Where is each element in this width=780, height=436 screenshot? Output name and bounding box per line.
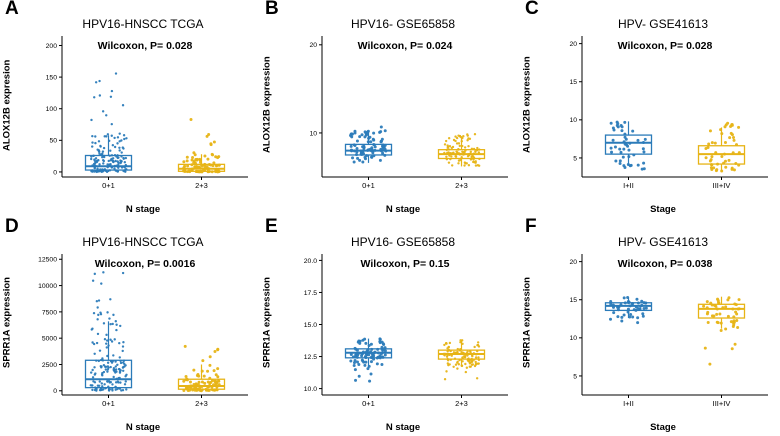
panel-letter-E: E (265, 216, 278, 237)
svg-text:17.5: 17.5 (304, 290, 317, 297)
boxplot-chart-A: 0 50 100 150 200 0+1 2+3 (46, 36, 248, 190)
panel-title: HPV16-HNSCC TCGA (82, 235, 204, 249)
svg-text:15.0: 15.0 (304, 322, 317, 329)
pvalue-annotation: Wilcoxon, P= 0.15 (360, 258, 450, 270)
svg-text:I+II: I+II (623, 399, 634, 408)
svg-text:0+1: 0+1 (102, 181, 115, 190)
svg-text:0: 0 (53, 388, 57, 395)
svg-text:10: 10 (569, 335, 577, 342)
svg-text:15: 15 (569, 297, 577, 304)
svg-text:2+3: 2+3 (195, 181, 208, 190)
svg-text:0: 0 (53, 169, 57, 176)
panel-C: C HPV- GSE41613 ALOX12B expression Wilco… (520, 0, 780, 218)
x-axis-label: N stage (385, 422, 421, 433)
panel-title: HPV16- GSE65858 (350, 17, 456, 31)
panel-letter-A: A (5, 0, 19, 19)
x-axis-label: Stage (650, 204, 676, 215)
panel-A: A HPV16-HNSCC TCGA ALOX12B expresion Wil… (0, 0, 260, 218)
svg-text:7500: 7500 (42, 309, 57, 316)
panel-letter-F: F (525, 216, 537, 237)
svg-text:12.5: 12.5 (304, 354, 317, 361)
boxplot-chart-D: 0 2500 5000 7500 10000 12500 0+1 2+3 (38, 254, 248, 408)
x-axis-label: Stage (650, 422, 676, 433)
svg-text:100: 100 (46, 106, 58, 113)
pvalue-annotation: Wilcoxon, P= 0.0016 (94, 258, 196, 270)
svg-text:2500: 2500 (42, 362, 57, 369)
svg-text:200: 200 (46, 43, 58, 50)
svg-text:2+3: 2+3 (455, 399, 468, 408)
y-axis-label: ALOX12B expresion (1, 59, 13, 151)
panel-E: E HPV16- GSE65858 SPRR1A expression Wilc… (260, 216, 520, 436)
panel-B: B HPV16- GSE65858 ALOX12B expression Wil… (260, 0, 520, 218)
svg-text:2+3: 2+3 (195, 399, 208, 408)
panel-D: D HPV16-HNSCC TCGA SPRR1A expression Wil… (0, 216, 260, 436)
svg-text:20: 20 (309, 42, 317, 49)
svg-text:10.0: 10.0 (304, 386, 317, 393)
svg-text:15: 15 (569, 79, 577, 86)
pvalue-annotation: Wilcoxon, P= 0.028 (617, 40, 713, 52)
boxplot-chart-C: 5 10 15 20 I+II III+IV (569, 36, 768, 190)
panel-F: F HPV- GSE41613 SPRR1A expression Wilcox… (520, 216, 780, 436)
panel-title: HPV16-HNSCC TCGA (82, 17, 204, 31)
boxplot-chart-B: 10 20 0+1 2+3 (309, 36, 508, 190)
svg-text:0+1: 0+1 (362, 181, 375, 190)
y-axis-label: ALOX12B expression (521, 56, 533, 154)
pvalue-annotation: Wilcoxon, P= 0.024 (357, 40, 453, 52)
svg-text:10: 10 (309, 130, 317, 137)
boxplot-chart-F: 5 10 15 20 I+II III+IV (569, 254, 768, 408)
boxplot-chart-E: 10.0 12.5 15.0 17.5 20.0 0+1 2+3 (304, 254, 508, 408)
svg-text:150: 150 (46, 74, 58, 81)
pvalue-annotation: Wilcoxon, P= 0.028 (97, 40, 193, 52)
panel-letter-B: B (265, 0, 279, 19)
y-axis-label: ALOX12B expression (261, 56, 273, 154)
svg-text:10000: 10000 (38, 283, 57, 290)
panel-title: HPV- GSE41613 (617, 17, 709, 31)
y-axis-label: SPRR1A expression (261, 277, 273, 369)
svg-text:I+II: I+II (623, 181, 634, 190)
svg-text:12500: 12500 (38, 257, 57, 264)
panel-title: HPV- GSE41613 (617, 235, 709, 249)
svg-text:0+1: 0+1 (102, 399, 115, 408)
svg-text:5000: 5000 (42, 336, 57, 343)
svg-text:5: 5 (573, 155, 577, 162)
panel-letter-C: C (525, 0, 539, 19)
svg-text:III+IV: III+IV (713, 181, 731, 190)
y-axis-label: SPRR1A expression (1, 277, 13, 369)
svg-text:20: 20 (569, 41, 577, 48)
svg-text:20: 20 (569, 259, 577, 266)
x-axis-label: N stage (385, 204, 421, 215)
svg-text:50: 50 (49, 138, 57, 145)
svg-text:10: 10 (569, 117, 577, 124)
x-axis-label: N stage (125, 204, 161, 215)
panel-title: HPV16- GSE65858 (350, 235, 456, 249)
svg-text:20.0: 20.0 (304, 258, 317, 265)
y-axis-label: SPRR1A expression (521, 277, 533, 369)
svg-text:2+3: 2+3 (455, 181, 468, 190)
svg-text:5: 5 (573, 373, 577, 380)
svg-text:0+1: 0+1 (362, 399, 375, 408)
pvalue-annotation: Wilcoxon, P= 0.038 (617, 258, 713, 270)
panel-letter-D: D (5, 216, 19, 237)
svg-text:III+IV: III+IV (713, 399, 731, 408)
x-axis-label: N stage (125, 422, 161, 433)
